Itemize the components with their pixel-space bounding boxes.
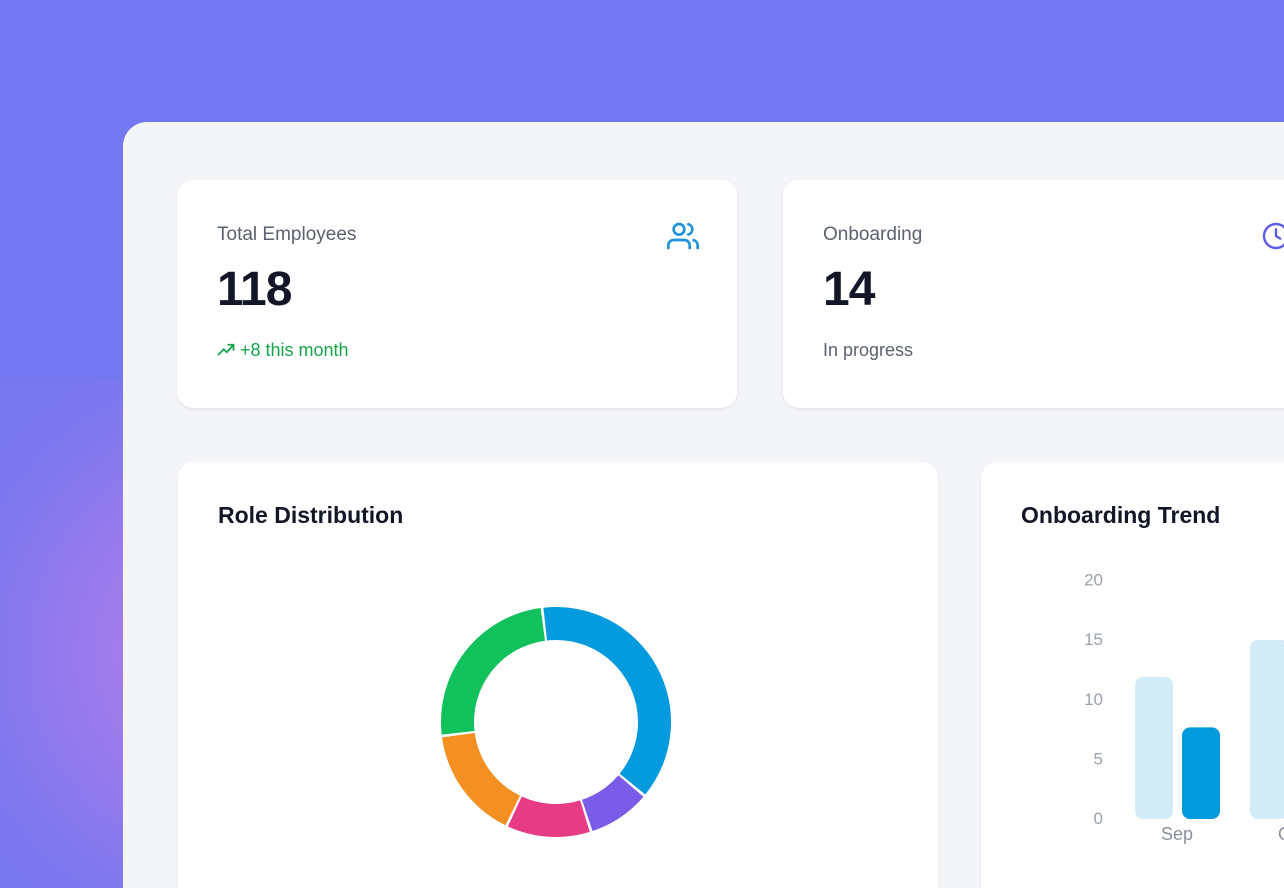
svg-text:5: 5 xyxy=(1094,750,1103,769)
svg-text:0: 0 xyxy=(1094,809,1103,828)
svg-text:Oct: Oct xyxy=(1278,824,1284,844)
svg-text:20: 20 xyxy=(1084,571,1103,590)
svg-text:15: 15 xyxy=(1084,630,1103,649)
svg-text:10: 10 xyxy=(1084,690,1103,709)
svg-text:Sep: Sep xyxy=(1161,824,1193,844)
